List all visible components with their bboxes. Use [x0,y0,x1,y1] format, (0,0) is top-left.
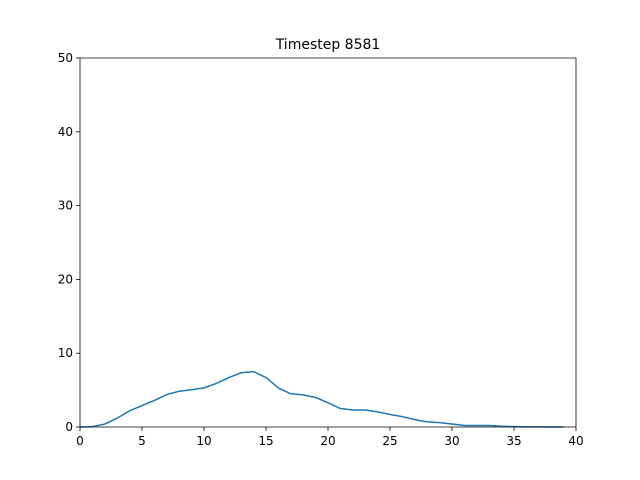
x-tick-label: 20 [320,434,335,448]
chart-title: Timestep 8581 [275,37,381,53]
y-tick-label: 20 [58,272,73,286]
series-line-0 [79,370,564,428]
x-tick-label: 0 [76,434,84,448]
x-tick-label: 30 [444,434,459,448]
x-tick-label: 5 [138,434,146,448]
x-tick-label: 35 [506,434,521,448]
x-tick-label: 10 [196,434,211,448]
x-tick-label: 15 [258,434,273,448]
y-tick-label: 0 [65,420,73,434]
y-tick-label: 30 [58,199,73,213]
y-tick-label: 40 [58,125,73,139]
y-tick-label: 50 [58,51,73,65]
x-tick-label: 40 [568,434,583,448]
y-tick-label: 10 [58,346,73,360]
plot-area: 0 5 10 15 20 25 30 35 40 0 10 20 30 40 50 [58,51,584,448]
x-tick-label: 25 [382,434,397,448]
